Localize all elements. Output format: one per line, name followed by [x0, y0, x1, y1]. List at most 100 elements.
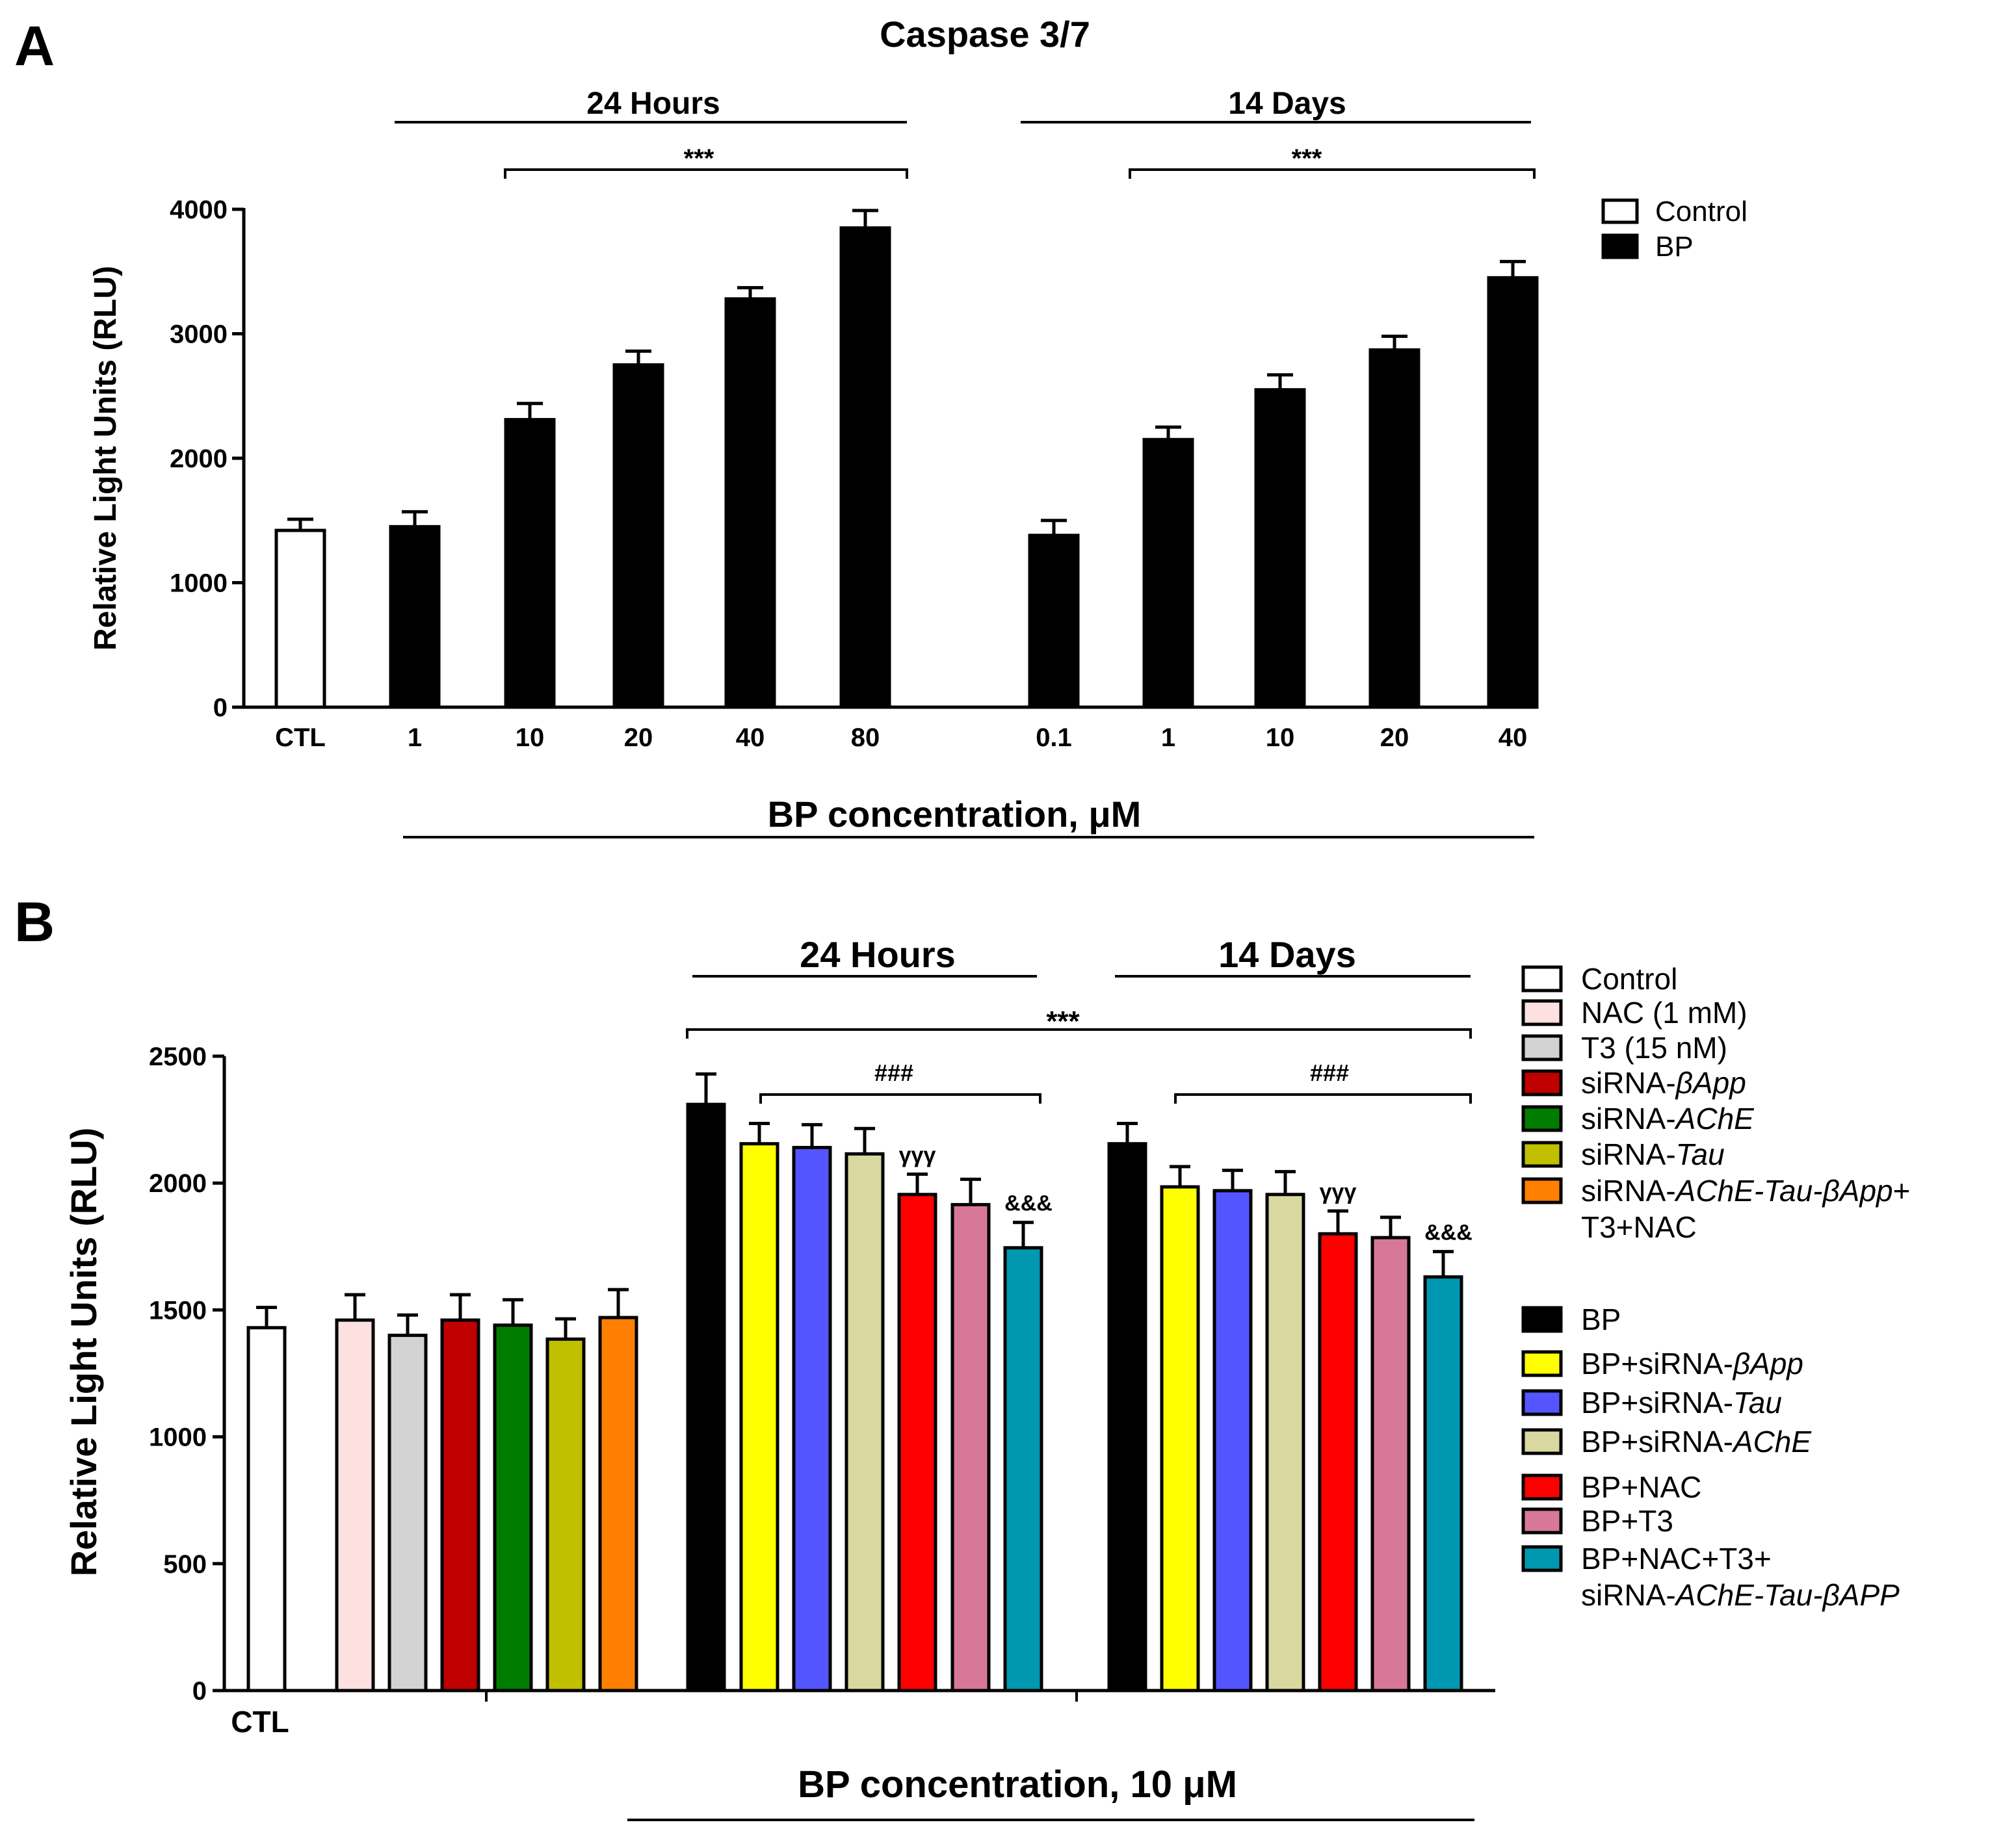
- panel-b-y-tick-label: 1000: [149, 1423, 207, 1452]
- panel-b-legend-swatch: [1521, 1389, 1563, 1416]
- panel-a-x-tick-label: 0.1: [1036, 723, 1072, 752]
- panel-a-bar: [839, 226, 891, 709]
- panel-b-legend-label: BP+NAC+T3+: [1581, 1542, 1772, 1576]
- panel-b-group-label-14d: 14 Days: [1218, 934, 1356, 975]
- panel-b-legend-label: siRNA-AChE-Tau-βApp+: [1581, 1174, 1911, 1208]
- panel-a-bar: [274, 528, 326, 709]
- panel-b-bar: [792, 1146, 832, 1693]
- panel-b-bar: [1370, 1236, 1411, 1693]
- panel-b-bar: [1212, 1189, 1253, 1693]
- panel-b-bar-annotation: γγγ: [1320, 1180, 1357, 1204]
- panel-b-bar: [598, 1316, 638, 1693]
- panel-a-letter: A: [14, 15, 55, 77]
- panel-a-bar: [1142, 437, 1194, 709]
- panel-b-legend-label: NAC (1 mM): [1581, 996, 1748, 1030]
- panel-b-legend-label: BP+NAC: [1581, 1470, 1701, 1504]
- panel-b-legend-swatch: [1521, 1141, 1563, 1168]
- panel-b-ctl-label: CTL: [231, 1705, 289, 1739]
- panel-b-legend-swatch: [1521, 1306, 1563, 1333]
- panel-b-bar: [246, 1326, 287, 1693]
- panel-b-bar: [493, 1323, 533, 1693]
- panel-a-x-axis-label: BP concentration, μM: [768, 794, 1142, 835]
- panel-b-legend-swatch: [1521, 1069, 1563, 1096]
- panel-a-bar: [612, 363, 664, 709]
- panel-b-legend-label: siRNA-AChE-Tau-βAPP: [1581, 1578, 1900, 1612]
- panel-b-legend-label: siRNA-βApp: [1581, 1066, 1746, 1100]
- panel-b: B 24 Hours 14 Days *** ### ### Relative …: [14, 891, 1911, 1821]
- panel-a-bar: [1254, 388, 1306, 709]
- panel-b-bar: [686, 1102, 726, 1693]
- panel-b-legend-label: BP+siRNA-Tau: [1581, 1386, 1782, 1420]
- panel-a: A Caspase 3/7 24 Hours 14 Days *** *** R…: [14, 14, 1748, 838]
- panel-b-x-axis-label: BP concentration, 10 μM: [798, 1763, 1237, 1806]
- panel-a-x-tick-label: 20: [624, 723, 653, 752]
- panel-b-legend-swatch: [1521, 1545, 1563, 1572]
- panel-a-title: Caspase 3/7: [880, 14, 1090, 55]
- panel-a-bar: [389, 525, 441, 709]
- panel-b-y-tick-label: 2500: [149, 1043, 207, 1071]
- panel-b-y-axis-label: Relative Light Units (RLU): [63, 1128, 104, 1577]
- panel-b-bar: [1160, 1185, 1200, 1693]
- panel-b-legend-label: T3 (15 nM): [1581, 1031, 1727, 1065]
- panel-b-bar: [1423, 1275, 1463, 1693]
- panel-b-legend-swatch: [1521, 1105, 1563, 1132]
- panel-b-y-tick-label: 0: [192, 1677, 207, 1706]
- panel-b-bar: [1107, 1142, 1147, 1693]
- panel-a-y-axis: 0 1000 2000 3000 4000: [170, 196, 244, 722]
- panel-b-bar: [844, 1152, 885, 1693]
- panel-b-y-tick-label: 2000: [149, 1169, 207, 1198]
- panel-b-sig-label-14d: ###: [1310, 1059, 1349, 1086]
- panel-b-y-tick-label: 1500: [149, 1296, 207, 1325]
- panel-b-bar: [1265, 1193, 1305, 1693]
- panel-b-legend-swatch: [1521, 1350, 1563, 1377]
- panel-a-group-label-14d: 14 Days: [1228, 86, 1346, 121]
- panel-a-y-axis-label: Relative Light Units (RLU): [88, 266, 123, 651]
- panel-b-bar: [335, 1318, 375, 1693]
- panel-b-legend-swatch: [1521, 1507, 1563, 1535]
- panel-b-sig-bracket-24h: [759, 1093, 1041, 1104]
- panel-b-bar-annotation: &&&: [1004, 1191, 1053, 1216]
- panel-a-y-tick-label: 1000: [170, 569, 228, 598]
- panel-b-letter: B: [14, 891, 55, 953]
- panel-b-legend-label: BP+siRNA-βApp: [1581, 1347, 1803, 1381]
- panel-a-bar: [1028, 534, 1080, 709]
- panel-a-bars: CTL 1 10 20 40 80 0.1 1 10 20 40: [274, 209, 1539, 752]
- panel-a-x-tick-label: 40: [736, 723, 765, 752]
- panel-b-legend-swatch: [1521, 965, 1563, 992]
- panel-a-x-tick-label: 1: [408, 723, 422, 752]
- panel-b-bar: [897, 1193, 937, 1693]
- panel-a-legend-label: Control: [1655, 196, 1748, 227]
- panel-b-legend-label: Control: [1581, 962, 1677, 996]
- panel-b-group-label-24h: 24 Hours: [800, 934, 956, 975]
- panel-a-y-tick-label: 0: [213, 694, 228, 722]
- panel-b-bar: [1318, 1232, 1358, 1693]
- panel-a-legend-swatch: [1601, 198, 1639, 224]
- panel-b-legend-label: BP: [1581, 1303, 1621, 1336]
- panel-a-x-tick-label: CTL: [275, 723, 326, 752]
- panel-b-y-tick-label: 500: [163, 1550, 207, 1579]
- panel-b-bar-annotation: &&&: [1424, 1221, 1473, 1245]
- panel-b-legend-swatch: [1521, 1034, 1563, 1061]
- panel-a-bar: [1487, 276, 1539, 709]
- panel-a-sig-label-24h: ***: [684, 144, 714, 173]
- panel-b-bar: [545, 1337, 586, 1693]
- panel-b-bar-annotations: γγγ &&& γγγ &&&: [899, 1143, 1473, 1245]
- panel-a-y-tick-label: 3000: [170, 320, 228, 349]
- panel-b-bar: [1003, 1246, 1043, 1693]
- panel-a-group-label-24h: 24 Hours: [586, 86, 720, 121]
- panel-b-bar: [950, 1202, 991, 1693]
- panel-b-overall-sig-bracket: [686, 1028, 1472, 1039]
- panel-b-bar: [440, 1318, 480, 1693]
- panel-b-bars: [246, 1072, 1463, 1693]
- panel-a-legend-label: BP: [1655, 231, 1694, 263]
- panel-a-x-tick-label: 1: [1161, 723, 1175, 752]
- panel-a-y-tick-label: 2000: [170, 445, 228, 473]
- panel-a-legend-swatch: [1601, 233, 1639, 259]
- panel-b-legend-label: T3+NAC: [1581, 1210, 1697, 1244]
- panel-a-legend: Control BP: [1601, 196, 1748, 263]
- panel-b-legend-label: siRNA-AChE: [1581, 1102, 1755, 1135]
- panel-b-overall-sig-label: ***: [1046, 1005, 1080, 1037]
- panel-a-x-tick-label: 10: [516, 723, 545, 752]
